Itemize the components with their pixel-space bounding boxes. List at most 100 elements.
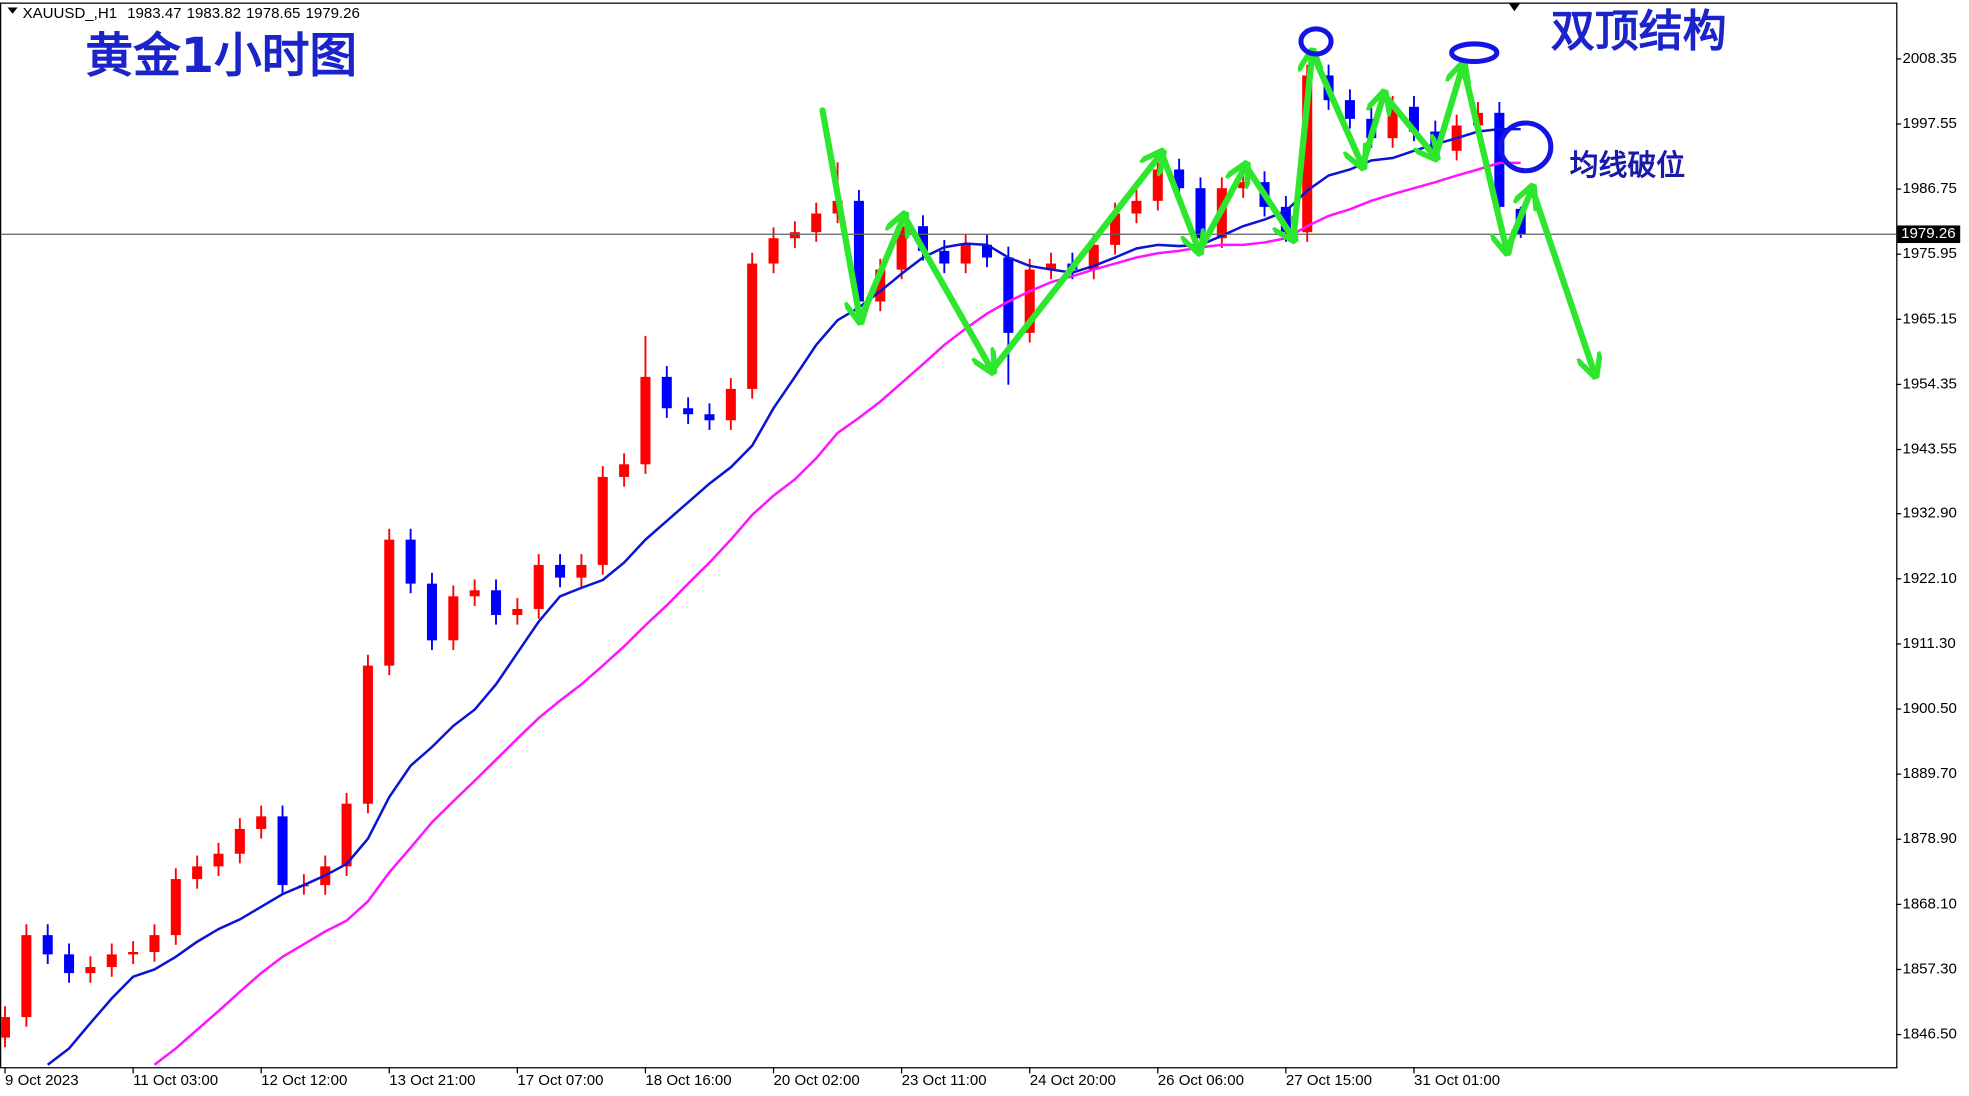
y-tick-label: 1922.10 xyxy=(1902,570,1956,587)
candle-body xyxy=(619,464,630,477)
arrow xyxy=(1196,166,1245,255)
y-tick-label: 1878.90 xyxy=(1902,830,1956,847)
arrow xyxy=(1359,94,1383,169)
candle-body xyxy=(213,853,224,867)
x-tick-label: 17 Oct 07:00 xyxy=(517,1072,603,1089)
candle-body xyxy=(42,935,53,955)
y-tick-label: 1986.75 xyxy=(1902,180,1956,197)
annotation: 双顶结构 xyxy=(1551,6,1727,57)
candle-body xyxy=(896,226,907,270)
candle-body xyxy=(362,665,373,804)
candle-body xyxy=(1131,200,1142,214)
candle-body xyxy=(1302,75,1313,233)
x-tick-label: 27 Oct 15:00 xyxy=(1286,1072,1372,1089)
candle-body xyxy=(469,590,480,597)
candle-body xyxy=(725,388,736,421)
price-label-box xyxy=(1897,225,1961,244)
y-tick-label: 1846.50 xyxy=(1902,1026,1956,1043)
zigzag-arrows xyxy=(819,49,1595,374)
arrow xyxy=(1290,53,1312,242)
arrow xyxy=(1380,91,1435,157)
header-icon xyxy=(7,7,18,14)
plot-frame xyxy=(0,2,1898,1069)
header: XAUUSD_,H1 1983.47 1983.82 1978.65 1979.26 xyxy=(23,5,360,22)
candle-body xyxy=(1046,263,1057,270)
y-tick-label: 2008.35 xyxy=(1902,50,1956,67)
arrow xyxy=(1432,65,1463,161)
arrow xyxy=(1242,162,1294,239)
candle-body xyxy=(981,244,993,258)
candle-body xyxy=(384,539,395,666)
header-close: 1979.26 xyxy=(305,5,359,22)
candle-body xyxy=(533,564,544,609)
x-tick-label: 24 Oct 20:00 xyxy=(1030,1072,1116,1089)
x-tick-label: 13 Oct 21:00 xyxy=(389,1072,475,1089)
header-open: 1983.47 xyxy=(127,5,181,22)
candle-body xyxy=(1494,112,1505,207)
header-low: 1978.65 xyxy=(246,5,300,22)
candle-body xyxy=(768,238,779,264)
candle-body xyxy=(811,213,822,233)
candle-body xyxy=(256,816,267,830)
candle-body xyxy=(939,250,950,264)
candle-body xyxy=(426,583,437,641)
candle-body xyxy=(555,564,566,578)
candle-body xyxy=(21,935,32,1018)
candle-body xyxy=(149,935,160,952)
arrow xyxy=(1459,62,1507,251)
break-circle xyxy=(1498,120,1554,174)
y-tick-label: 1889.70 xyxy=(1902,765,1956,782)
candle-body xyxy=(875,269,886,302)
arrow xyxy=(1528,185,1595,374)
candle-body xyxy=(747,263,758,389)
candle-body xyxy=(277,816,288,886)
arrow xyxy=(988,153,1162,374)
candle-body xyxy=(341,803,352,867)
axes: 2008.35 1997.55 1986.75 1975.95 1965.15 1954.… xyxy=(4,50,1961,1089)
y-tick-label: 1911.30 xyxy=(1902,635,1955,652)
arrow xyxy=(1158,150,1200,251)
arrow xyxy=(1309,49,1362,166)
candle-body xyxy=(1003,257,1014,333)
candle-body xyxy=(789,232,800,239)
candle-body xyxy=(576,564,587,578)
candle-body xyxy=(661,376,672,409)
candle-body xyxy=(1195,188,1206,239)
candle-body xyxy=(704,414,715,421)
candle-body xyxy=(234,829,245,854)
arrow xyxy=(819,107,861,320)
candle-body xyxy=(1024,269,1035,333)
y-tick-label: 1943.55 xyxy=(1902,441,1956,458)
y-tick-label: 1975.95 xyxy=(1902,245,1956,262)
candle-body xyxy=(1088,244,1099,270)
y-tick-label: 1965.15 xyxy=(1902,310,1956,327)
x-tick-label: 26 Oct 06:00 xyxy=(1158,1072,1244,1089)
candle-body xyxy=(448,596,459,641)
x-tick-label: 20 Oct 02:00 xyxy=(774,1072,860,1089)
candle-body xyxy=(405,539,416,584)
candle-body xyxy=(597,476,608,565)
annotation: 均线破位 xyxy=(1570,148,1686,182)
price-label: 1979.26 xyxy=(1901,225,1955,242)
x-tick-label: 23 Oct 11:00 xyxy=(902,1072,987,1089)
candle-body xyxy=(1344,100,1355,119)
arrow xyxy=(857,216,904,324)
candle-body xyxy=(64,954,75,974)
header-high: 1983.82 xyxy=(187,5,241,22)
y-tick-label: 1900.50 xyxy=(1902,700,1956,717)
candle-body xyxy=(1152,169,1163,201)
x-tick-label: 18 Oct 16:00 xyxy=(645,1072,731,1089)
x-tick-label: 31 Oct 01:00 xyxy=(1414,1072,1500,1089)
x-tick-label: 11 Oct 03:00 xyxy=(133,1072,218,1089)
x-tick-label: 9 Oct 2023 xyxy=(5,1072,79,1089)
top-circle xyxy=(1298,26,1334,57)
chart-title: 黄金1小时图 xyxy=(85,29,357,84)
y-tick-label: 1954.35 xyxy=(1902,375,1956,392)
candle-body xyxy=(490,590,502,615)
candle-body xyxy=(170,879,181,936)
x-tick-label: 12 Oct 12:00 xyxy=(261,1072,347,1089)
candle-body xyxy=(853,200,864,302)
